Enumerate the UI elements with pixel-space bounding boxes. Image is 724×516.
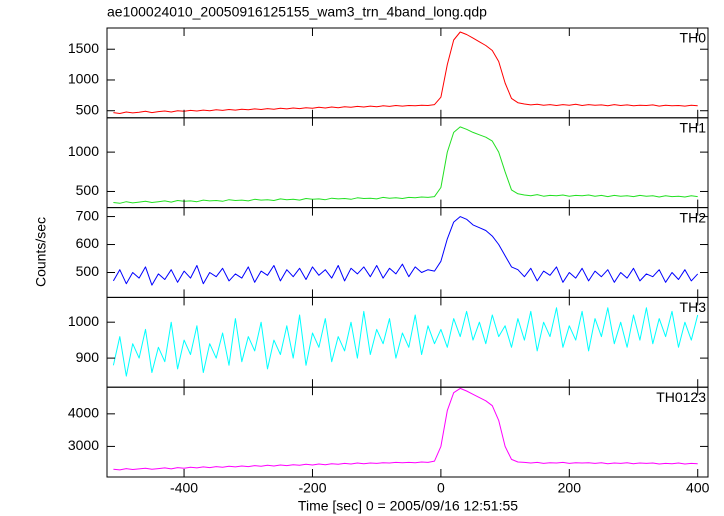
light-curve [113, 31, 698, 114]
y-tick-label: 500 [76, 263, 100, 279]
panel-frame [106, 27, 709, 119]
series-label: TH2 [680, 209, 707, 225]
light-curve [113, 387, 698, 471]
panel-frame [106, 117, 709, 209]
series-label: TH0123 [656, 389, 706, 405]
light-curve [113, 126, 698, 204]
x-tick-label: 400 [686, 480, 710, 496]
y-axis-label: Counts/sec [33, 217, 49, 287]
series-label: TH1 [680, 120, 707, 136]
y-tick-label: 1000 [68, 71, 99, 87]
y-tick-label: 4000 [68, 405, 99, 421]
y-tick-label: 500 [76, 101, 100, 117]
y-tick-label: 500 [76, 182, 100, 198]
panel-frame [106, 386, 709, 478]
y-tick-label: 1000 [68, 313, 99, 329]
x-tick-label: 0 [437, 480, 445, 496]
panel-frame [106, 296, 709, 388]
light-curve [112, 307, 699, 377]
panel-frame [106, 207, 709, 298]
chart-title: ae100024010_20050916125155_wam3_trn_4ban… [107, 4, 487, 20]
y-tick-label: 1000 [68, 143, 99, 159]
series-label: TH0 [680, 30, 707, 46]
x-tick-label: -400 [170, 480, 198, 496]
light-curve [112, 216, 699, 286]
y-tick-label: 1500 [68, 40, 99, 56]
series-label: TH3 [680, 299, 707, 315]
y-tick-label: 600 [76, 235, 100, 251]
y-tick-label: 900 [76, 349, 100, 365]
x-tick-label: -200 [298, 480, 326, 496]
y-tick-label: 700 [76, 207, 100, 223]
y-tick-label: 3000 [68, 437, 99, 453]
x-axis-label: Time [sec] 0 = 2005/09/16 12:51:55 [298, 498, 518, 514]
x-tick-label: 200 [558, 480, 582, 496]
